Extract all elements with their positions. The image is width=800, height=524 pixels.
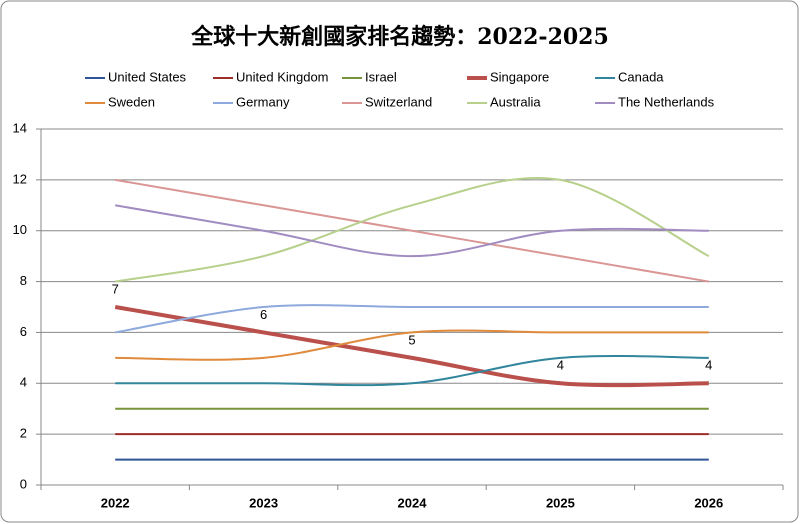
legend-label: United States bbox=[108, 69, 187, 84]
legend-label: Germany bbox=[236, 94, 290, 109]
y-tick-label: 8 bbox=[20, 273, 27, 288]
y-tick-label: 10 bbox=[13, 222, 27, 237]
series-line bbox=[115, 204, 709, 258]
series-line bbox=[115, 329, 709, 361]
series-line bbox=[115, 354, 709, 387]
data-label: 5 bbox=[408, 332, 415, 347]
y-tick-label: 0 bbox=[20, 476, 27, 491]
x-tick-label: 2026 bbox=[694, 495, 723, 510]
y-tick-label: 4 bbox=[20, 375, 27, 390]
data-label: 6 bbox=[260, 307, 267, 322]
legend-label: United Kingdom bbox=[236, 69, 329, 84]
legend-label: The Netherlands bbox=[618, 94, 715, 109]
legend-label: Israel bbox=[365, 69, 397, 84]
legend-label: Australia bbox=[490, 94, 541, 109]
y-tick-label: 14 bbox=[13, 120, 27, 135]
chart-title: 全球十大新創國家排名趨勢：2022-2025 bbox=[190, 24, 609, 50]
x-tick-label: 2025 bbox=[546, 495, 575, 510]
data-label: 4 bbox=[557, 358, 564, 373]
series-line bbox=[115, 178, 709, 283]
series-line bbox=[115, 304, 709, 334]
x-tick-label: 2024 bbox=[398, 495, 428, 510]
x-tick-label: 2022 bbox=[101, 495, 130, 510]
legend-label: Canada bbox=[618, 69, 664, 84]
y-tick-label: 2 bbox=[20, 426, 27, 441]
legend-label: Singapore bbox=[490, 69, 549, 84]
x-tick-label: 2023 bbox=[249, 495, 278, 510]
legend-label: Sweden bbox=[108, 94, 155, 109]
series-line bbox=[114, 305, 709, 388]
series-line bbox=[115, 176, 710, 283]
data-label: 7 bbox=[112, 281, 119, 296]
y-tick-label: 12 bbox=[13, 171, 27, 186]
y-tick-label: 6 bbox=[20, 324, 27, 339]
data-label: 4 bbox=[705, 358, 712, 373]
legend-label: Switzerland bbox=[365, 94, 432, 109]
